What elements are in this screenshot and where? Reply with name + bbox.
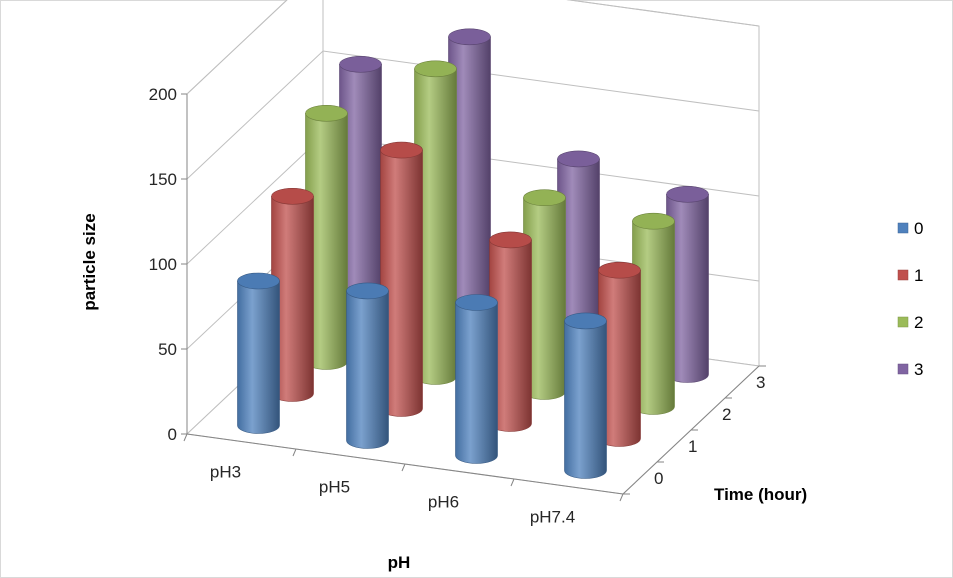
bar-top: [632, 212, 675, 230]
bar-top: [346, 282, 389, 300]
legend-swatch: [897, 363, 909, 375]
bar-top: [455, 294, 498, 311]
y-tick-labels: 0 50 100 150 200: [149, 85, 177, 444]
bar-top: [598, 261, 641, 279]
z-tick-labels: 0 1 2 3: [654, 373, 765, 488]
y-tick-label: 50: [158, 340, 177, 359]
x-tick-mark: [292, 448, 297, 457]
bar-top: [489, 231, 532, 249]
y-tick-label: 100: [149, 255, 177, 274]
legend-label: 1: [914, 266, 923, 285]
bar-body: [237, 280, 280, 434]
bar-2-pH7.4: [632, 212, 675, 415]
legend-item: 0: [897, 219, 923, 238]
x-tick-label: pH5: [319, 478, 350, 497]
x-tick-mark: [401, 463, 406, 472]
z-axis-title: Time (hour): [714, 485, 807, 504]
bar-top: [305, 105, 348, 122]
bar-top: [448, 28, 491, 46]
z-tick-label: 3: [756, 373, 765, 392]
legend-label: 2: [914, 313, 923, 332]
bar-body: [455, 302, 498, 464]
bar-0-pH3: [237, 272, 280, 434]
legend-swatch: [897, 222, 909, 234]
legend-label: 0: [914, 219, 923, 238]
legend: 0 1 2 3: [897, 219, 923, 379]
bar-top: [414, 60, 457, 78]
bar-top: [523, 189, 566, 206]
x-tick-mark: [619, 493, 624, 502]
y-tick-label: 200: [149, 85, 177, 104]
bar-0-pH7.4: [564, 312, 607, 479]
bar-1-pH3: [271, 188, 314, 402]
bar-0-pH5: [346, 282, 389, 449]
x-axis-title: pH: [388, 553, 411, 572]
y-tick-label: 0: [168, 425, 177, 444]
bar-2-pH3: [305, 105, 348, 370]
legend-label: 3: [914, 360, 923, 379]
axes: [181, 93, 766, 502]
x-tick-mark: [510, 478, 515, 487]
bar-2-pH5: [414, 60, 457, 385]
bar-body: [346, 290, 389, 449]
legend-swatch: [897, 316, 909, 328]
bar-top: [564, 312, 607, 330]
y-tick-label: 150: [149, 170, 177, 189]
y-axis-title: particle size: [80, 213, 99, 310]
bar-top: [271, 188, 314, 205]
legend-item: 3: [897, 360, 923, 379]
legend-item: 2: [897, 313, 923, 332]
bar-0-pH6: [455, 294, 498, 464]
legend-swatch: [897, 269, 909, 281]
z-tick-label: 0: [654, 469, 663, 488]
legend-item: 1: [897, 266, 923, 285]
bar-top: [380, 141, 423, 159]
bar-3-pH3: [339, 56, 382, 338]
bars: [237, 28, 709, 479]
bar-top: [339, 56, 382, 73]
bar-top: [666, 186, 709, 203]
z-tick-label: 2: [722, 405, 731, 424]
x-tick-label: pH7.4: [530, 508, 575, 527]
gridline: [186, 50, 760, 180]
x-tick-label: pH3: [210, 463, 241, 482]
bar-top: [237, 272, 280, 290]
gridline: [186, 0, 760, 95]
x-tick-mark: [183, 433, 188, 442]
bar-top: [557, 150, 600, 168]
bar-body: [564, 320, 607, 479]
bar-3-pH7.4: [666, 186, 709, 383]
z-tick-label: 1: [688, 437, 697, 456]
x-tick-labels: pH3 pH5 pH6 pH7.4: [210, 463, 575, 527]
x-tick-label: pH6: [428, 493, 459, 512]
